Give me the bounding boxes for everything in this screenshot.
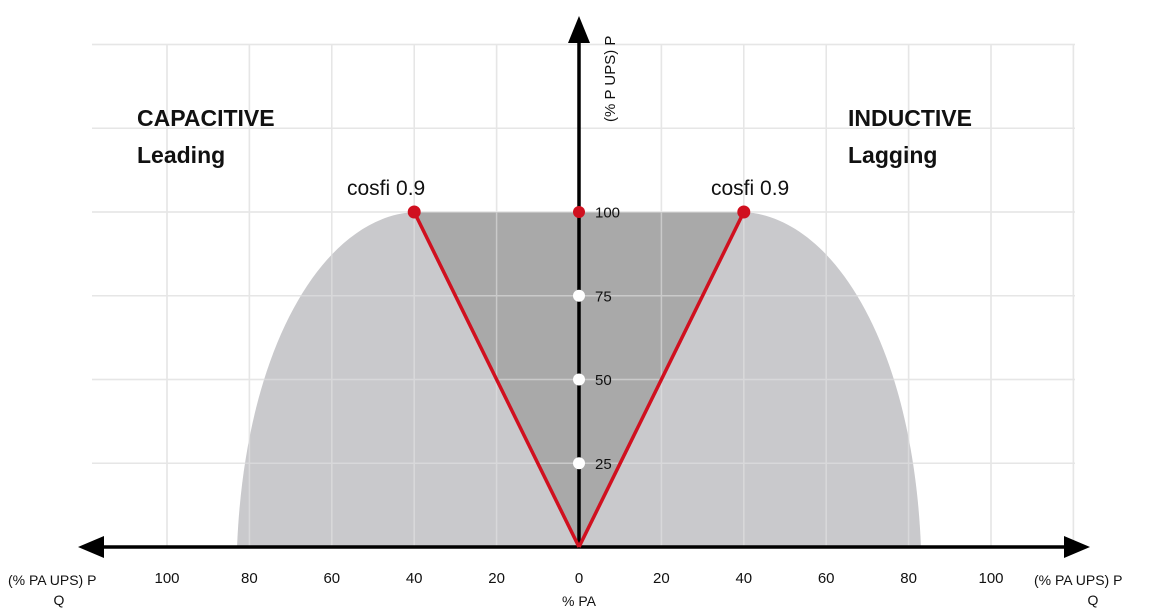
x-axis-center-label: % PA [562,593,597,609]
x-tick-label: 20 [653,570,670,587]
x-tick-label: 80 [241,570,258,587]
y-tick-label: 75 [595,288,612,305]
tick-labels: 100 80 60 40 20 0 20 40 60 80 100 25 50 75 100 [154,205,1003,588]
capacitive-subtitle: Leading [137,142,225,168]
y-marker-75 [573,289,585,302]
y-tick-label: 50 [595,372,612,389]
inductive-title: INDUCTIVE [848,105,972,131]
x-axis-left-label-line2: Q [54,592,65,608]
y-axis-markers [573,206,585,470]
x-tick-label: 100 [154,570,179,587]
x-axis-right-label-line2: Q [1088,592,1099,608]
cosfi-lines [407,205,751,548]
x-tick-label: 80 [900,570,917,587]
x-axis-left-label-line1: (% PA UPS) P [8,572,96,588]
x-axis-right-label-line1: (% PA UPS) P [1034,572,1122,588]
cosfi-left-label: cosfi 0.9 [347,177,425,200]
x-tick-label: 0 [575,570,583,587]
x-tick-label: 60 [323,570,340,587]
x-tick-label: 20 [488,570,505,587]
x-tick-label: 40 [406,570,423,587]
x-tick-label: 100 [978,570,1003,587]
y-axis-label: (% P UPS) P [602,36,619,122]
cosfi-line-right [577,211,746,548]
x-axis-arrow-right [1064,536,1090,558]
cosfi-right-label: cosfi 0.9 [711,177,789,200]
inductive-subtitle: Lagging [848,142,937,168]
y-marker-25 [573,457,585,470]
x-axis-arrow-left [78,536,104,558]
cosfi-point-right [737,205,751,219]
x-tick-label: 60 [818,570,835,587]
y-tick-label: 100 [595,205,620,222]
cosfi-line-left [412,211,581,548]
y-marker-100 [573,206,585,218]
capacitive-title: CAPACITIVE [137,105,275,131]
cosfi-point-left [407,205,421,219]
y-marker-50 [573,373,585,386]
y-axis-arrow [568,16,590,43]
x-tick-label: 40 [735,570,752,587]
y-tick-label: 25 [595,456,612,473]
